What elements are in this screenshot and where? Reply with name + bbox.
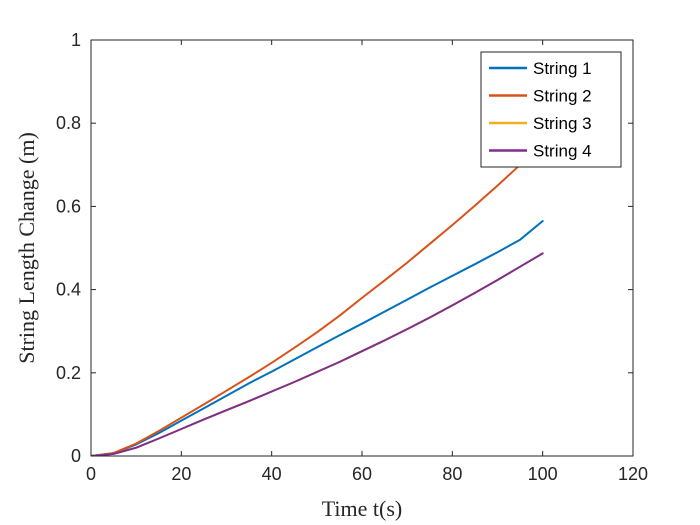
x-tick-label: 40 bbox=[262, 464, 282, 484]
x-tick-label: 20 bbox=[171, 464, 191, 484]
x-tick-label: 0 bbox=[86, 464, 96, 484]
legend-label: String 2 bbox=[533, 87, 592, 106]
x-tick-label: 100 bbox=[528, 464, 558, 484]
y-tick-label: 0.2 bbox=[56, 363, 81, 383]
y-tick-label: 0.4 bbox=[56, 280, 81, 300]
legend-label: String 1 bbox=[533, 59, 592, 78]
x-tick-label: 60 bbox=[352, 464, 372, 484]
legend: String 1 String 2 String 3 String 4 bbox=[480, 51, 622, 168]
series-line-1 bbox=[91, 220, 544, 456]
series-line-4 bbox=[91, 252, 544, 456]
x-axis-label: Time t(s) bbox=[322, 496, 402, 521]
legend-label: String 3 bbox=[533, 114, 592, 133]
legend-label: String 4 bbox=[533, 142, 592, 161]
legend-box bbox=[480, 51, 622, 168]
y-tick-label: 1 bbox=[71, 30, 81, 50]
x-tick-label: 120 bbox=[618, 464, 648, 484]
x-tick-label: 80 bbox=[442, 464, 462, 484]
series-line-2 bbox=[91, 143, 544, 456]
y-tick-label: 0.6 bbox=[56, 196, 81, 216]
y-axis-label: String Length Change (m) bbox=[14, 132, 39, 364]
y-tick-label: 0 bbox=[71, 446, 81, 466]
y-tick-label: 0.8 bbox=[56, 113, 81, 133]
